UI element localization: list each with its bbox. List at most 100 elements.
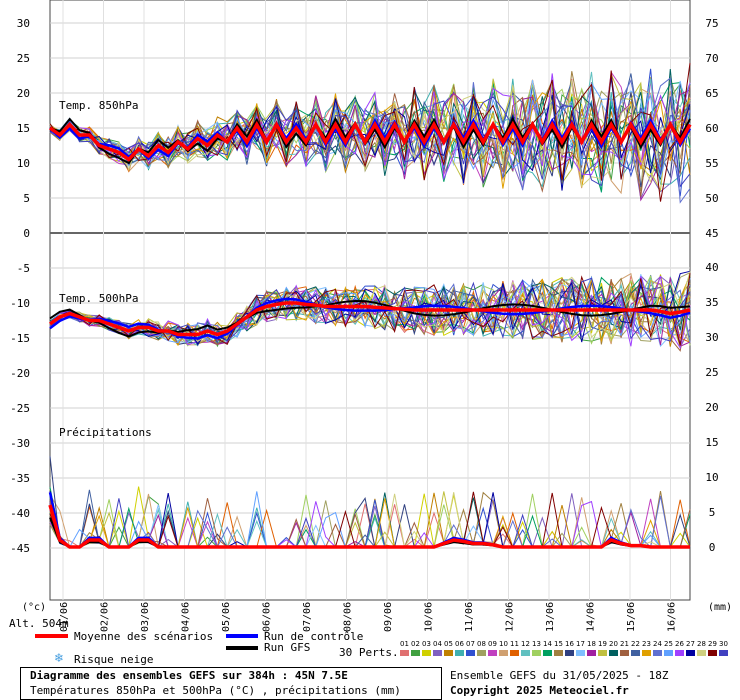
- right-tick-label: 25: [705, 366, 718, 379]
- pert-number: 29: [708, 640, 717, 648]
- pert-number: 28: [697, 640, 706, 648]
- pert-swatch: [444, 650, 453, 656]
- right-tick-label: 75: [705, 17, 718, 30]
- legend-gfs-label: Run GFS: [264, 641, 311, 654]
- pert-number: 03: [422, 640, 431, 648]
- date-tick-label: 11/06: [464, 602, 475, 632]
- pert-swatch: [664, 650, 673, 656]
- date-tick-label: 03/06: [140, 602, 151, 632]
- date-tick-label: 10/06: [424, 602, 435, 632]
- pert-number: 30: [719, 640, 728, 648]
- pert-swatch: [422, 650, 431, 656]
- member-t850-line: [49, 92, 691, 189]
- legend-mean-swatch: [35, 634, 68, 638]
- t500-panel-label: Temp. 500hPa: [59, 292, 138, 305]
- pert-swatch: [455, 650, 464, 656]
- pert-number: 23: [642, 640, 651, 648]
- pert-swatch: [697, 650, 706, 656]
- pert-number: 19: [598, 640, 607, 648]
- pert-swatch: [565, 650, 574, 656]
- footer-subtitle: Températures 850hPa et 500hPa (°C) , pré…: [30, 684, 401, 697]
- right-tick-label: 0: [709, 541, 716, 554]
- date-tick-label: 05/06: [221, 602, 232, 632]
- pert-swatch: [576, 650, 585, 656]
- pert-number: 11: [510, 640, 519, 648]
- pert-number: 06: [455, 640, 464, 648]
- pert-swatch: [510, 650, 519, 656]
- legend-mean-label: Moyenne des scénarios: [74, 630, 214, 643]
- pert-number: 04: [433, 640, 442, 648]
- pert-swatch: [400, 650, 409, 656]
- right-tick-label: 10: [705, 471, 718, 484]
- left-tick-label: 30: [17, 17, 30, 30]
- t850-panel-label: Temp. 850hPa: [59, 99, 138, 112]
- right-tick-label: 20: [705, 401, 718, 414]
- pert-number: 01: [400, 640, 409, 648]
- left-tick-label: -45: [10, 542, 30, 555]
- pert-swatch: [609, 650, 618, 656]
- member-t850-line: [49, 81, 691, 180]
- member-t500-line: [49, 279, 691, 348]
- pert-swatch: [642, 650, 651, 656]
- pert-swatch: [466, 650, 475, 656]
- legend-gfs-swatch: [226, 646, 258, 650]
- pert-number: 18: [587, 640, 596, 648]
- date-tick-label: 14/06: [586, 602, 597, 632]
- legend-perts-label: 30 Perts.: [339, 646, 399, 659]
- pert-swatch: [433, 650, 442, 656]
- pert-swatch: [521, 650, 530, 656]
- pert-swatch: [554, 650, 563, 656]
- right-tick-label: 50: [705, 192, 718, 205]
- pert-swatch: [488, 650, 497, 656]
- legend-snow-label: Risque neige: [74, 653, 154, 666]
- footer-run: Ensemble GEFS du 31/05/2025 - 18Z: [450, 669, 669, 682]
- footer-title: Diagramme des ensembles GEFS sur 384h : …: [30, 669, 348, 682]
- mean-t500-line: [48, 301, 691, 337]
- right-tick-label: 40: [705, 261, 718, 274]
- date-tick-label: 04/06: [181, 602, 192, 632]
- left-tick-label: 15: [17, 122, 30, 135]
- right-tick-label: 30: [705, 331, 718, 344]
- pert-swatch: [587, 650, 596, 656]
- snowflake-icon: ❄: [54, 651, 65, 665]
- right-tick-label: 65: [705, 87, 718, 100]
- pert-swatch: [675, 650, 684, 656]
- right-tick-label: 35: [705, 296, 718, 309]
- date-tick-label: 15/06: [626, 602, 637, 632]
- right-tick-label: 45: [705, 227, 718, 240]
- left-tick-label: 0: [23, 227, 30, 240]
- pert-swatch: [411, 650, 420, 656]
- pert-swatch: [620, 650, 629, 656]
- legend-control-swatch: [226, 634, 258, 638]
- date-tick-label: 12/06: [505, 602, 516, 632]
- pert-swatch: [499, 650, 508, 656]
- left-tick-label: 10: [17, 157, 30, 170]
- pert-swatch: [631, 650, 640, 656]
- left-tick-label: -15: [10, 332, 30, 345]
- mean-precip-line: [48, 504, 690, 549]
- pert-number: 17: [576, 640, 585, 648]
- pert-number: 25: [664, 640, 673, 648]
- date-tick-label: 16/06: [667, 602, 678, 632]
- altitude-label: Alt. 504m: [9, 617, 69, 630]
- right-tick-label: 55: [705, 157, 718, 170]
- pert-number: 15: [554, 640, 563, 648]
- pert-number: 02: [411, 640, 420, 648]
- pert-number: 08: [477, 640, 486, 648]
- date-tick-label: 07/06: [302, 602, 313, 632]
- pert-number: 16: [565, 640, 574, 648]
- precip-panel-label: Précipitations: [59, 426, 152, 439]
- pert-swatch: [653, 650, 662, 656]
- left-tick-label: -35: [10, 472, 30, 485]
- left-tick-label: -25: [10, 402, 30, 415]
- gfs-run-t500-line: [49, 299, 691, 338]
- member-t500-line: [49, 270, 691, 346]
- date-tick-label: 01/06: [59, 602, 70, 632]
- left-tick-label: -20: [10, 367, 30, 380]
- pert-number: 12: [521, 640, 530, 648]
- left-tick-label: -30: [10, 437, 30, 450]
- left-tick-label: 25: [17, 52, 30, 65]
- pert-swatch: [686, 650, 695, 656]
- left-tick-label: 5: [23, 192, 30, 205]
